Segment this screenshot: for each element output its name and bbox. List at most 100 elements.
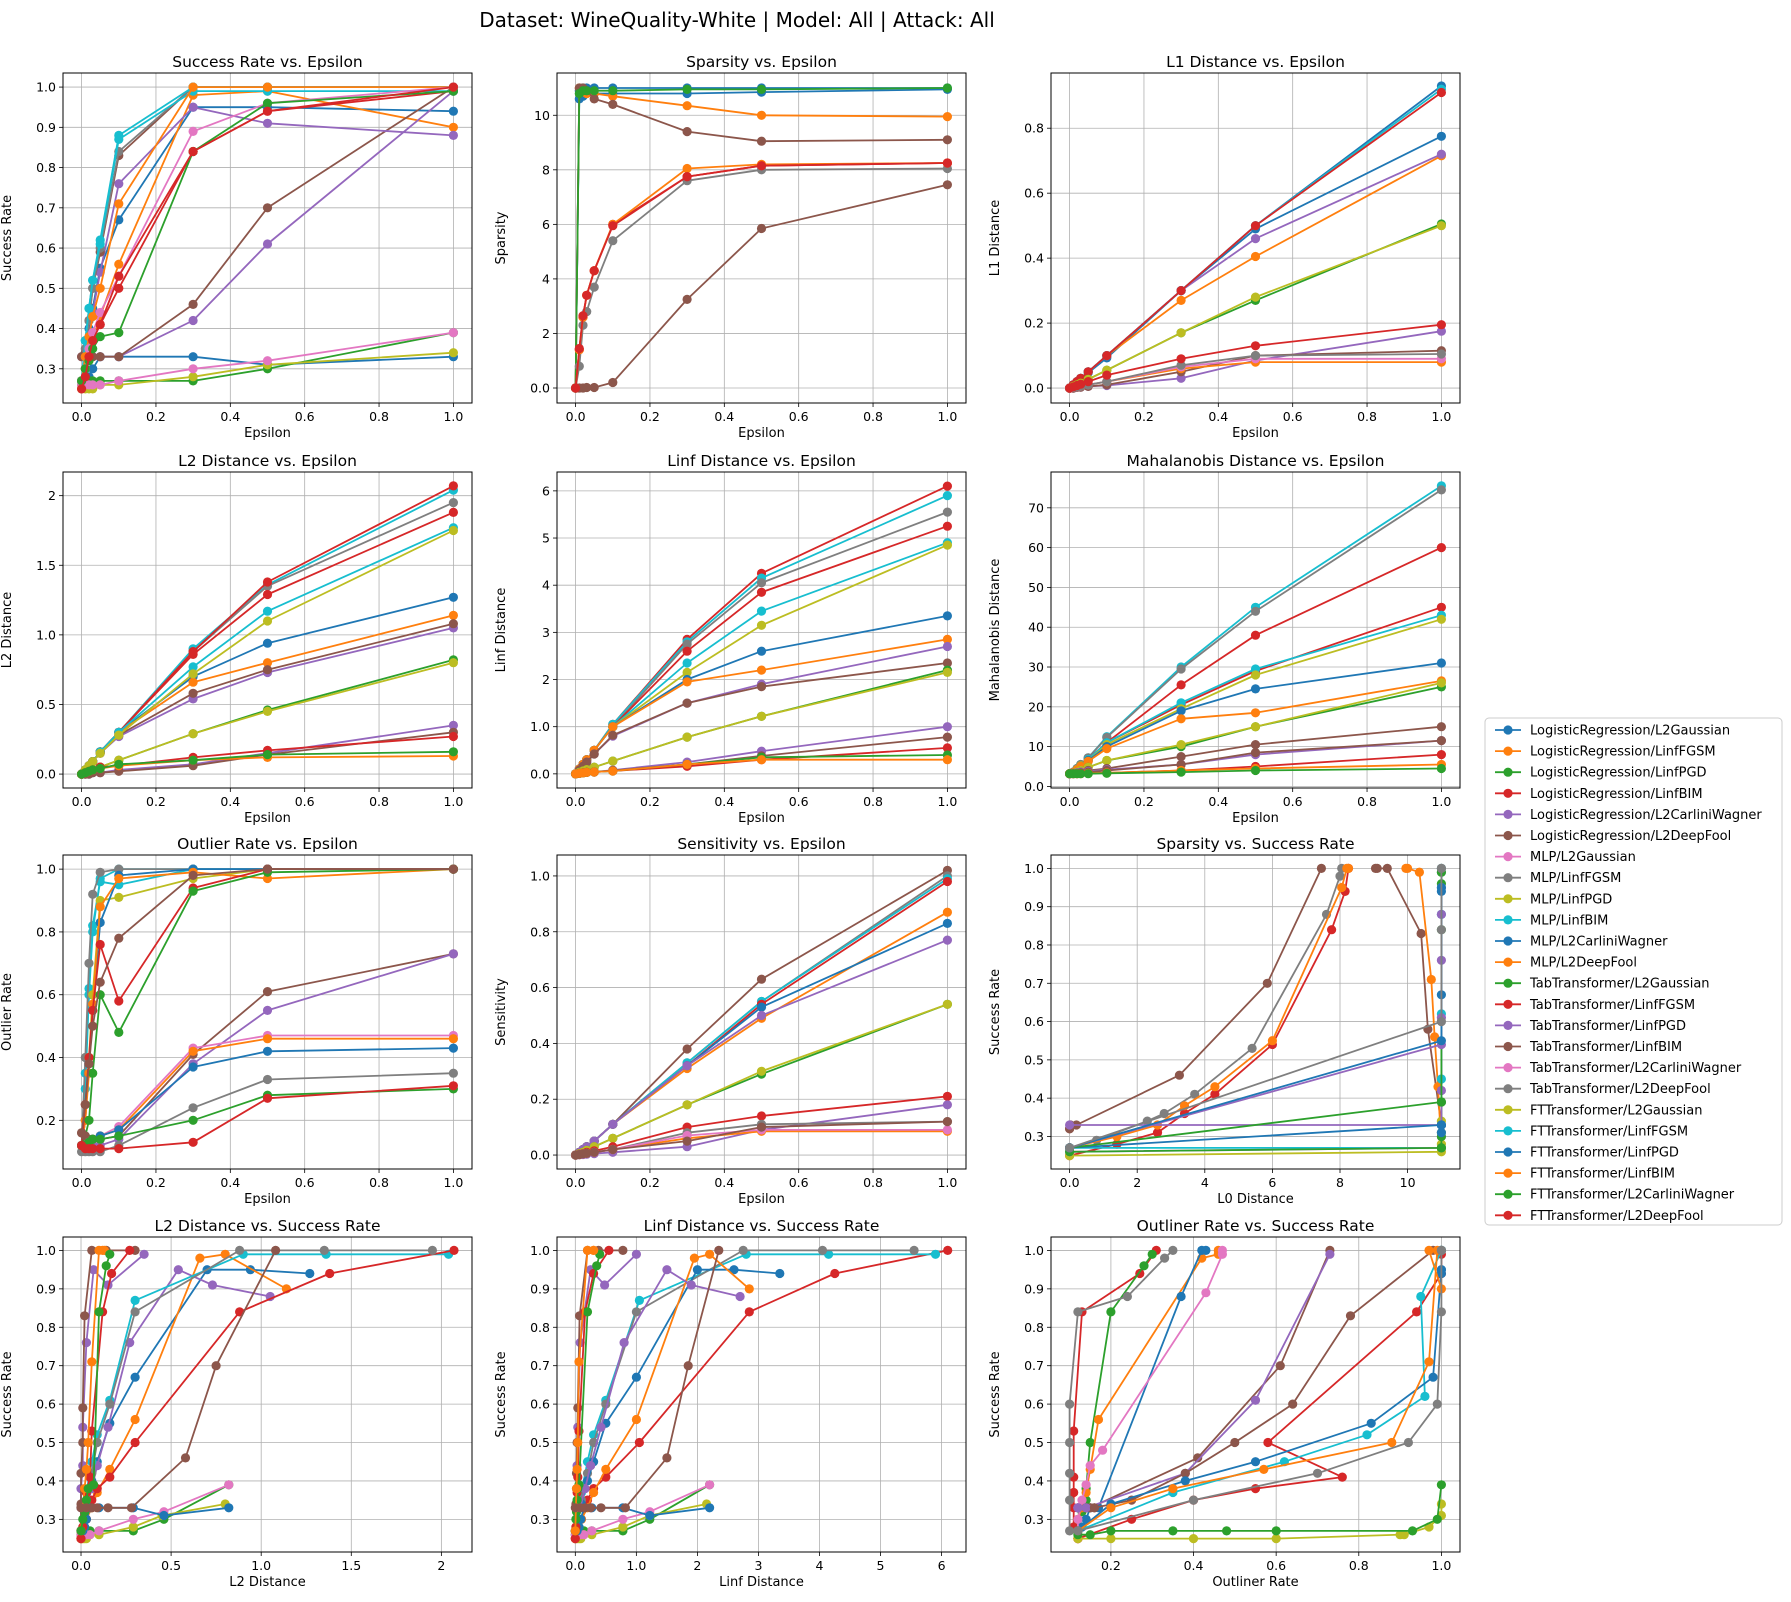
- data-point: [1436, 543, 1446, 553]
- data-point: [830, 1268, 840, 1279]
- data-point: [1399, 1530, 1409, 1540]
- data-point: [88, 364, 98, 374]
- data-point: [608, 756, 618, 766]
- data-point: [1403, 1437, 1413, 1448]
- data-point: [1065, 1526, 1075, 1536]
- data-point: [756, 587, 767, 597]
- data-point: [589, 382, 599, 393]
- data-point: [729, 1265, 739, 1275]
- data-point: [608, 1144, 618, 1155]
- legend-marker: [1503, 746, 1513, 756]
- data-point: [1436, 87, 1446, 98]
- subplot-8: 0.0 0.2 0.4 0.6 0.8 1.0 0.0 0.2 0.4 0.6 0.8 1.0 Sens…: [494, 835, 967, 1207]
- series-line: [574, 162, 948, 389]
- data-point: [105, 1249, 115, 1259]
- data-point: [95, 1134, 105, 1144]
- data-point: [735, 1291, 745, 1302]
- x-tick-label: 1.0: [937, 794, 957, 809]
- data-point: [1337, 1472, 1347, 1482]
- data-point: [1168, 1526, 1178, 1536]
- data-point: [1436, 602, 1446, 612]
- data-point: [683, 1361, 693, 1371]
- y-axis-label: Linf Distance: [494, 588, 509, 673]
- data-point: [95, 977, 105, 987]
- plot-area: [1065, 81, 1446, 393]
- data-point: [942, 158, 953, 168]
- series-line: [1069, 872, 1443, 1126]
- data-point: [756, 161, 767, 171]
- data-point: [775, 1268, 785, 1279]
- data-point: [1085, 1437, 1095, 1448]
- legend-label: LogisticRegression/LinfFGSM: [1530, 745, 1716, 760]
- data-point: [130, 1414, 140, 1425]
- y-tick-label: 1.0: [36, 1243, 56, 1258]
- x-tick-label: 1.0: [1431, 794, 1451, 809]
- data-point: [589, 86, 599, 96]
- data-point: [756, 606, 767, 616]
- data-point: [570, 1526, 580, 1536]
- y-tick-label: 0.4: [1024, 251, 1044, 266]
- data-point: [188, 649, 198, 660]
- y-tick-label: 70: [1028, 500, 1044, 515]
- subplot-title: Outliner Rate vs. Success Rate: [1137, 1217, 1375, 1235]
- data-point: [76, 1534, 86, 1544]
- data-point: [188, 126, 198, 136]
- data-point: [1436, 149, 1446, 159]
- data-point: [271, 1245, 281, 1255]
- data-point: [634, 1295, 645, 1305]
- legend-marker: [1503, 1020, 1513, 1030]
- data-point: [1426, 974, 1436, 985]
- legend-label: TabTransformer/L2Gaussian: [1529, 977, 1710, 992]
- legend-label: MLP/LinfPGD: [1530, 892, 1612, 907]
- subplot-title: L1 Distance vs. Epsilon: [1166, 53, 1345, 71]
- data-point: [188, 677, 198, 687]
- series-line: [1069, 868, 1443, 1149]
- x-tick-label: 0.0: [566, 794, 586, 809]
- y-tick-label: 0.2: [1024, 316, 1044, 331]
- data-point: [1065, 1437, 1075, 1448]
- series-line: [1069, 872, 1443, 1149]
- data-point: [114, 892, 124, 903]
- x-tick-label: 0.8: [863, 409, 883, 424]
- subplot-title: Sparsity vs. Epsilon: [686, 53, 837, 71]
- data-point: [942, 935, 953, 945]
- series-line: [1069, 546, 1442, 775]
- subplot-title: Success Rate vs. Epsilon: [172, 53, 363, 71]
- axes-frame: [1050, 72, 1461, 404]
- data-point: [1193, 1453, 1203, 1463]
- data-point: [448, 130, 458, 140]
- data-point: [756, 1010, 767, 1021]
- data-point: [573, 1437, 583, 1448]
- data-point: [1176, 354, 1186, 364]
- data-point: [942, 112, 953, 122]
- x-tick-label: 1.0: [443, 794, 463, 809]
- y-tick-label: 0.3: [36, 1512, 56, 1527]
- data-point: [574, 1357, 584, 1367]
- data-point: [103, 1422, 113, 1432]
- data-point: [88, 283, 98, 293]
- data-point: [689, 1253, 700, 1263]
- y-tick-label: 0.4: [36, 1473, 56, 1488]
- legend-item: FTTransformer/LinfBIM: [1495, 1167, 1675, 1182]
- data-point: [262, 1034, 273, 1044]
- data-point: [619, 1338, 629, 1348]
- data-point: [618, 1245, 628, 1255]
- x-tick-label: 0.5: [161, 1558, 181, 1573]
- data-point: [589, 1245, 599, 1255]
- data-point: [1102, 370, 1112, 380]
- data-point: [448, 747, 458, 757]
- legend-marker: [1503, 1084, 1513, 1094]
- y-axis-label: Mahalanobis Distance: [988, 559, 1003, 702]
- data-point: [1102, 744, 1112, 754]
- x-tick-label: 0.4: [220, 1175, 240, 1190]
- data-point: [95, 748, 105, 758]
- data-point: [1106, 1503, 1116, 1513]
- data-point: [1210, 1082, 1220, 1092]
- legend-item: FTTransformer/L2Gaussian: [1495, 1103, 1703, 1118]
- data-point: [1076, 379, 1086, 389]
- y-tick-label: 1.5: [36, 558, 56, 573]
- y-axis-label: Success Rate: [0, 1351, 15, 1437]
- data-point: [188, 1115, 198, 1125]
- data-point: [114, 1131, 124, 1141]
- data-point: [1250, 740, 1261, 750]
